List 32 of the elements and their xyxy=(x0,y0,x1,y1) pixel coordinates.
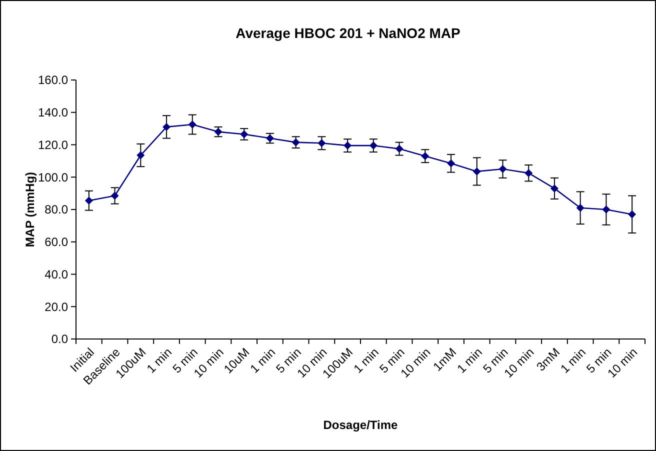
y-tick-label: 160.0 xyxy=(38,73,68,88)
y-tick-label: 80.0 xyxy=(44,202,68,217)
point xyxy=(344,142,352,150)
point xyxy=(292,138,300,146)
point xyxy=(240,130,248,138)
point xyxy=(524,169,533,178)
y-tick-label: 140.0 xyxy=(38,106,68,120)
y-axis-title: MAP (mmHg) xyxy=(23,172,37,248)
point xyxy=(162,122,171,131)
point xyxy=(188,120,196,129)
point xyxy=(447,159,456,168)
point xyxy=(472,167,481,176)
point xyxy=(498,165,507,174)
y-tick-label: 120.0 xyxy=(38,138,68,152)
point xyxy=(576,204,584,212)
chart-title: Average HBOC 201 + NaNO2 MAP xyxy=(236,25,460,41)
point xyxy=(84,196,93,205)
y-tick-label: 60.0 xyxy=(44,235,68,250)
y-tick-label: 0.0 xyxy=(51,332,68,346)
point xyxy=(421,152,430,160)
point xyxy=(318,139,326,148)
x-axis-title: Dosage/Time xyxy=(323,418,398,432)
point xyxy=(628,210,636,218)
point xyxy=(110,192,119,200)
point xyxy=(369,142,378,150)
y-tick-label: 40.0 xyxy=(44,267,68,282)
point xyxy=(550,184,558,192)
point xyxy=(136,151,145,160)
y-tick-label: 100.0 xyxy=(38,170,68,184)
point xyxy=(395,144,404,153)
point xyxy=(602,206,610,214)
y-tick-label: 20.0 xyxy=(44,300,68,314)
